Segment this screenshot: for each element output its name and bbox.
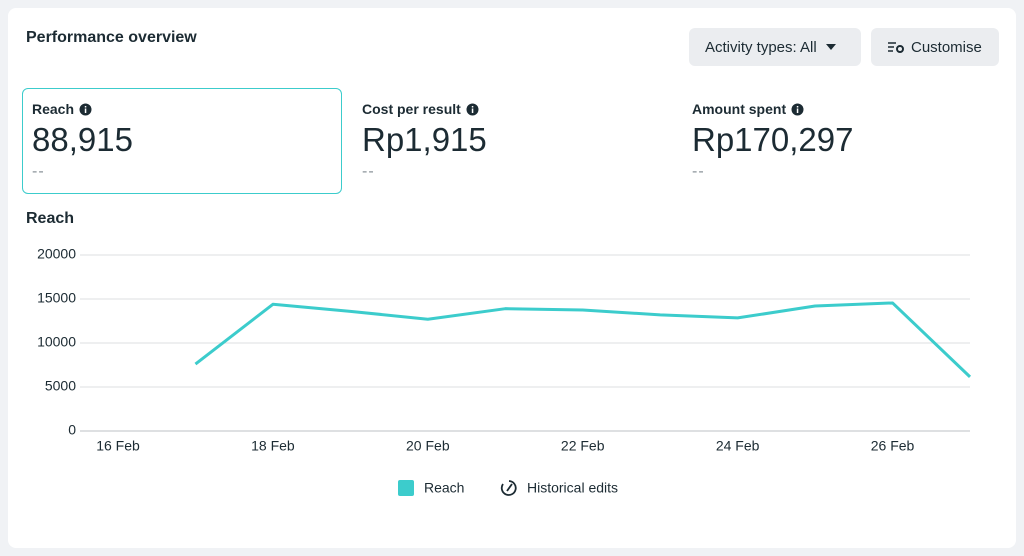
- metric-change: --: [362, 163, 375, 180]
- metric-value: 88,915: [32, 121, 133, 158]
- x-tick-label: 20 Feb: [406, 438, 450, 454]
- panel-title: Performance overview: [26, 29, 197, 46]
- metric-card[interactable]: Cost per result Rp1,915 --: [352, 88, 672, 194]
- x-tick-label: 26 Feb: [871, 438, 915, 454]
- y-tick-label: 15000: [37, 290, 76, 306]
- customise-button[interactable]: Customise: [871, 28, 999, 66]
- card: [8, 8, 1016, 548]
- dropdown-icon: [825, 44, 836, 50]
- y-tick-label: 20000: [37, 246, 76, 262]
- metric-label: Amount spent: [692, 101, 787, 117]
- info-icon: [79, 103, 92, 115]
- x-tick-label: 16 Feb: [96, 438, 140, 454]
- history-icon: [500, 480, 517, 496]
- info-icon: [466, 103, 479, 115]
- info-icon: [791, 103, 804, 115]
- metric-label: Reach: [32, 101, 75, 117]
- metric-value: Rp170,297: [692, 121, 854, 158]
- x-tick-label: 22 Feb: [561, 438, 605, 454]
- legend-label: Historical edits: [527, 480, 618, 496]
- x-tick-label: 18 Feb: [251, 438, 295, 454]
- metric-label: Cost per result: [362, 101, 461, 117]
- metric-value: Rp1,915: [362, 121, 487, 158]
- line: [194, 301, 972, 378]
- activity-button[interactable]: Activity types: All: [689, 28, 861, 66]
- metric-card[interactable]: Reach 88,915 --: [22, 88, 342, 194]
- metric-change: --: [32, 163, 45, 180]
- metric-card[interactable]: Amount spent Rp170,297 --: [682, 88, 1002, 194]
- button-label: Activity types: All: [705, 38, 817, 56]
- chart-title: Reach: [26, 210, 74, 227]
- button-label: Customise: [911, 38, 982, 56]
- customise-icon: [888, 42, 904, 53]
- legend-swatch: [398, 480, 414, 496]
- y-tick-label: 5000: [45, 378, 76, 394]
- y-tick-label: 10000: [37, 334, 76, 350]
- y-tick-label: 0: [68, 422, 76, 438]
- metric-change: --: [692, 163, 705, 180]
- legend-label: Reach: [424, 480, 464, 496]
- x-tick-label: 24 Feb: [716, 438, 760, 454]
